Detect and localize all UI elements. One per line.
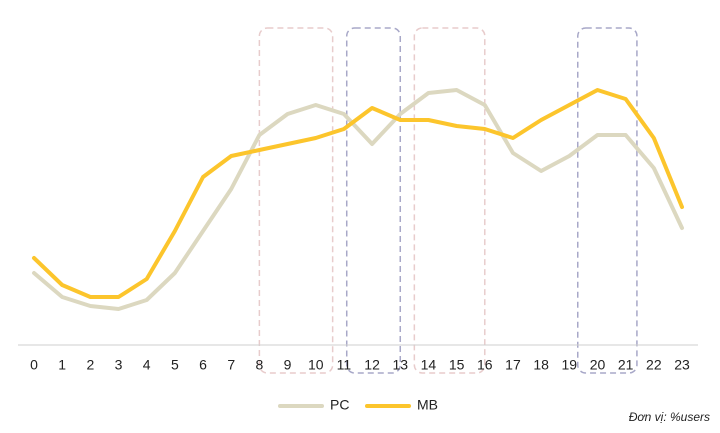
x-tick-label: 8 [255,357,263,373]
x-tick-label: 10 [308,357,324,373]
x-tick-label: 0 [30,357,38,373]
x-tick-label: 2 [86,357,94,373]
x-tick-label: 22 [646,357,662,373]
highlight-box [258,27,334,374]
x-tick-label: 11 [337,357,352,373]
highlight-box [345,27,402,374]
x-tick-label: 17 [505,357,521,373]
x-tick-label: 16 [477,357,493,373]
x-tick-label: 19 [562,357,578,373]
series-line [32,88,684,299]
x-tick-label: 7 [227,357,235,373]
legend-label: MB [417,397,438,413]
legend-label: PC [330,397,349,413]
x-tick-label: 6 [199,357,207,373]
highlight-box [577,27,638,374]
x-tick-label: 4 [143,357,151,373]
unit-note: Đơn vị: %users [629,410,710,424]
x-tick-label: 5 [171,357,179,373]
x-tick-label: 13 [392,357,408,373]
x-tick-label: 1 [58,357,66,373]
x-tick-label: 15 [449,357,465,373]
x-tick-label: 12 [364,357,380,373]
highlight-box [413,27,486,374]
x-tick-label: 14 [421,357,437,373]
x-tick-label: 18 [533,357,549,373]
x-tick-label: 9 [284,357,292,373]
x-tick-label: 20 [590,357,606,373]
series-line [32,88,684,311]
x-tick-label: 3 [115,357,123,373]
x-tick-label: 21 [618,357,634,373]
x-tick-label: 23 [674,357,690,373]
